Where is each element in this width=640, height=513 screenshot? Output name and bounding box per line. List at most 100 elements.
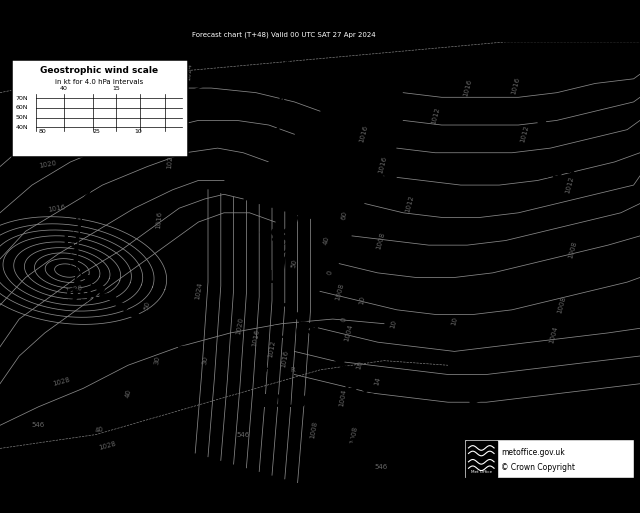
Text: 30: 30 — [201, 356, 209, 366]
Text: H: H — [126, 75, 141, 93]
Polygon shape — [353, 127, 360, 136]
Polygon shape — [298, 196, 307, 206]
Polygon shape — [367, 161, 377, 167]
Text: 1016: 1016 — [252, 328, 260, 347]
Polygon shape — [375, 168, 386, 174]
Polygon shape — [138, 321, 152, 328]
Polygon shape — [272, 124, 280, 134]
Text: 1008: 1008 — [334, 282, 344, 301]
Polygon shape — [179, 346, 192, 353]
Polygon shape — [381, 412, 392, 419]
Text: L: L — [62, 232, 74, 250]
Polygon shape — [324, 349, 335, 356]
Text: 25: 25 — [93, 129, 100, 134]
Text: 40: 40 — [94, 426, 104, 434]
Polygon shape — [103, 294, 116, 301]
Text: 1012: 1012 — [520, 125, 530, 144]
Polygon shape — [316, 158, 324, 167]
Text: 1012: 1012 — [430, 106, 440, 125]
Polygon shape — [358, 385, 369, 391]
Polygon shape — [116, 138, 127, 147]
Text: 14: 14 — [374, 377, 381, 386]
Polygon shape — [483, 392, 495, 398]
Polygon shape — [279, 71, 287, 81]
Polygon shape — [335, 119, 344, 128]
Polygon shape — [76, 200, 86, 210]
Polygon shape — [380, 73, 389, 82]
Polygon shape — [348, 90, 356, 99]
Text: 1020: 1020 — [38, 160, 58, 169]
Text: 10: 10 — [134, 129, 142, 134]
Polygon shape — [148, 110, 160, 118]
Polygon shape — [276, 266, 284, 275]
Text: 40N: 40N — [15, 125, 28, 130]
Polygon shape — [311, 167, 320, 176]
Text: 1024: 1024 — [194, 282, 203, 301]
Polygon shape — [290, 216, 298, 225]
Text: 50N: 50N — [15, 115, 28, 120]
Text: 1016: 1016 — [510, 76, 520, 95]
Polygon shape — [321, 148, 329, 157]
Text: 1028: 1028 — [52, 376, 71, 387]
Text: 1028: 1028 — [98, 441, 117, 451]
Text: H: H — [449, 297, 463, 314]
Polygon shape — [333, 358, 344, 364]
Polygon shape — [356, 118, 364, 127]
Polygon shape — [275, 275, 282, 285]
Text: 1024: 1024 — [71, 127, 89, 136]
Text: 1020: 1020 — [236, 317, 244, 336]
Text: Met Office: Met Office — [471, 470, 492, 475]
Text: 1004: 1004 — [344, 324, 354, 342]
Text: 40: 40 — [60, 86, 68, 91]
Text: 982: 982 — [598, 468, 611, 475]
Polygon shape — [277, 92, 284, 102]
Polygon shape — [86, 179, 96, 188]
Polygon shape — [458, 405, 470, 410]
Text: 80: 80 — [38, 129, 46, 134]
Text: Geostrophic wind scale: Geostrophic wind scale — [40, 66, 159, 75]
Text: 50: 50 — [291, 259, 298, 268]
Text: 1017: 1017 — [348, 437, 396, 455]
Polygon shape — [427, 426, 437, 432]
Bar — [12, 61, 188, 157]
Polygon shape — [268, 145, 276, 155]
Polygon shape — [284, 236, 292, 245]
Text: 998: 998 — [258, 227, 294, 245]
Polygon shape — [283, 304, 294, 310]
Polygon shape — [99, 158, 110, 167]
Polygon shape — [270, 135, 278, 144]
Polygon shape — [385, 175, 396, 180]
Bar — [466, 441, 497, 477]
Polygon shape — [470, 399, 482, 404]
Polygon shape — [71, 233, 79, 244]
Polygon shape — [374, 403, 385, 410]
Polygon shape — [92, 285, 104, 292]
Polygon shape — [249, 72, 259, 74]
Text: 10: 10 — [390, 319, 397, 329]
Polygon shape — [294, 206, 302, 215]
Polygon shape — [274, 113, 282, 123]
Polygon shape — [347, 146, 354, 154]
Polygon shape — [127, 312, 140, 319]
Polygon shape — [262, 177, 269, 187]
Text: 1012: 1012 — [268, 340, 276, 359]
Text: 50: 50 — [143, 300, 151, 310]
Text: 994: 994 — [66, 287, 106, 306]
Text: R: R — [291, 367, 296, 373]
Text: 1020: 1020 — [166, 150, 173, 169]
Text: L: L — [545, 396, 556, 414]
Polygon shape — [76, 270, 83, 279]
Polygon shape — [364, 100, 372, 108]
Text: in kt for 4.0 hPa intervals: in kt for 4.0 hPa intervals — [56, 79, 143, 85]
Text: 1010: 1010 — [258, 393, 307, 411]
Polygon shape — [273, 286, 280, 295]
Text: 60: 60 — [340, 210, 348, 220]
Polygon shape — [394, 56, 402, 64]
Polygon shape — [70, 244, 78, 254]
Polygon shape — [308, 331, 319, 338]
Text: 30: 30 — [153, 356, 161, 366]
Polygon shape — [325, 139, 334, 148]
Text: 1004: 1004 — [338, 388, 347, 407]
Text: 546: 546 — [237, 431, 250, 438]
Polygon shape — [72, 222, 81, 232]
